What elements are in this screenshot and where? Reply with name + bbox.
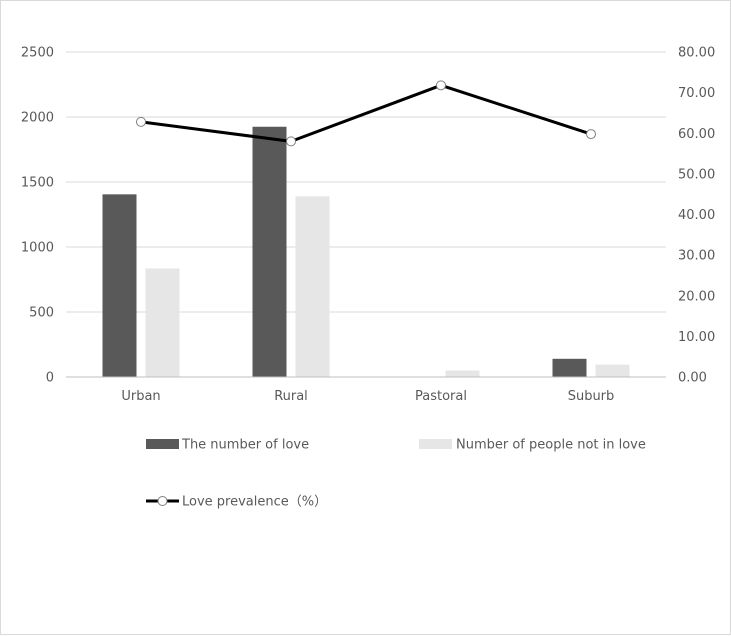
y-left-tick-label: 1000	[21, 241, 54, 256]
x-tick-label: Suburb	[568, 389, 615, 404]
y-right-tick-label: 70.00	[678, 86, 715, 101]
prevalence-line	[140, 83, 592, 143]
y-right-tick-label: 40.00	[678, 208, 715, 223]
bar-not-in-love	[445, 370, 480, 377]
x-tick-label: Urban	[121, 389, 160, 404]
bar-not-in-love	[595, 364, 630, 377]
y-right-tick-label: 50.00	[678, 167, 715, 182]
legend-label-prevalence: Love prevalence（%）	[182, 495, 327, 510]
x-tick-label: Pastoral	[415, 389, 467, 404]
bar-in-love	[252, 126, 287, 377]
legend-label-in-love: The number of love	[181, 438, 309, 453]
y-right-tick-label: 60.00	[678, 127, 715, 142]
bar-not-in-love	[295, 196, 330, 377]
y-left-tick-label: 2500	[21, 46, 54, 61]
legend-swatch-not-in-love	[419, 439, 452, 449]
y-left-tick-label: 2000	[21, 111, 54, 126]
legend-marker-prevalence	[157, 496, 168, 506]
prevalence-marker	[286, 136, 296, 147]
y-left-tick-label: 0	[46, 371, 54, 386]
y-right-tick-label: 0.00	[678, 371, 707, 386]
prevalence-marker	[436, 80, 446, 91]
prevalence-marker	[586, 129, 596, 140]
legend-label-not-in-love: Number of people not in love	[456, 438, 646, 453]
bar-in-love	[552, 358, 587, 377]
bar-in-love	[102, 194, 137, 377]
y-left-tick-label: 1500	[21, 176, 54, 191]
y-right-tick-label: 10.00	[678, 330, 715, 345]
y-left-tick-label: 500	[29, 306, 54, 321]
y-right-tick-label: 30.00	[678, 249, 715, 264]
bar-not-in-love	[145, 268, 180, 377]
y-right-tick-label: 20.00	[678, 289, 715, 304]
prevalence-marker	[136, 116, 146, 127]
y-right-tick-label: 80.00	[678, 46, 715, 61]
legend-swatch-in-love	[146, 439, 179, 449]
x-tick-label: Rural	[274, 389, 308, 404]
